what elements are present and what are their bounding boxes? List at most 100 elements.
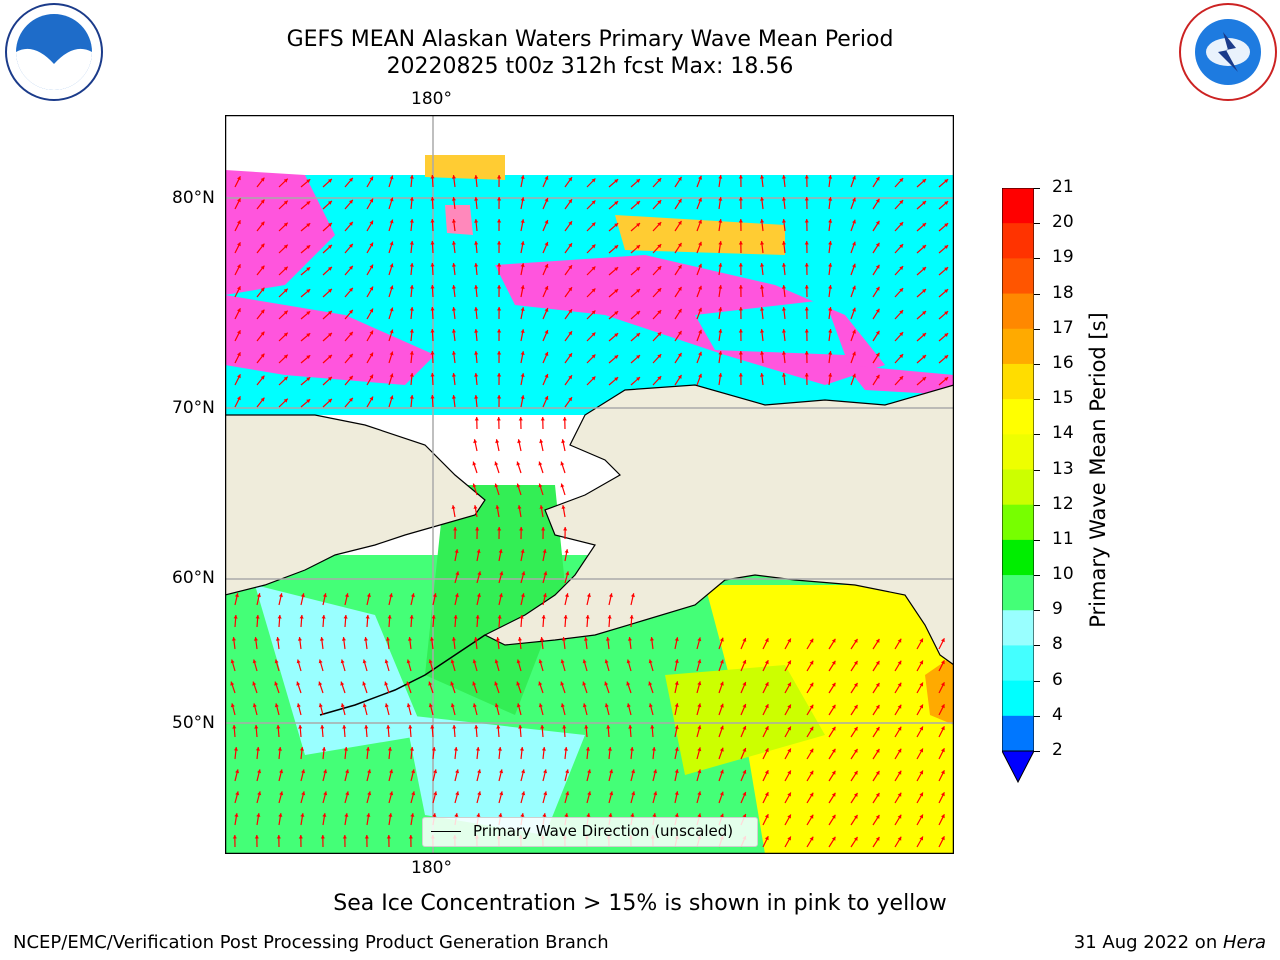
wave-arrow-head xyxy=(562,725,567,729)
wave-arrow-head xyxy=(653,791,658,796)
wave-arrow-head xyxy=(564,549,569,553)
wave-arrow-head xyxy=(897,704,902,709)
wave-arrow-head xyxy=(408,725,413,729)
wave-arrow-head xyxy=(853,682,858,687)
wave-arrow-head xyxy=(853,660,858,665)
wave-arrow-head xyxy=(781,351,786,355)
colorbar-tick-label: 16 xyxy=(1052,352,1074,373)
wave-arrow-head xyxy=(698,373,702,378)
wave-arrow-head xyxy=(560,461,565,466)
wave-arrow-head xyxy=(451,505,456,509)
wave-arrow-head xyxy=(494,461,499,466)
wave-arrow-head xyxy=(718,329,723,333)
wave-arrow-head xyxy=(828,285,833,289)
wave-arrow-head xyxy=(328,200,332,205)
wave-arrow-head xyxy=(520,395,525,399)
wave-arrow-head xyxy=(364,835,369,839)
wave-arrow-head xyxy=(760,175,765,179)
wave-arrow-head xyxy=(631,791,636,796)
land-russia xyxy=(225,414,486,596)
wave-arrow-head xyxy=(922,201,926,205)
wave-arrow-head xyxy=(497,285,502,289)
wave-arrow-head xyxy=(406,659,411,664)
wave-arrow-head xyxy=(697,681,702,686)
wave-arrow-head xyxy=(451,395,456,399)
wave-arrow-head xyxy=(344,813,349,817)
wave-arrow-head xyxy=(230,659,235,664)
wave-arrow-head xyxy=(804,351,809,355)
wave-arrow-head xyxy=(587,769,592,774)
wave-arrow-head xyxy=(563,527,568,531)
colorbar-tick-label: 4 xyxy=(1052,704,1063,725)
wave-arrow-head xyxy=(430,175,435,179)
wave-arrow-head xyxy=(582,703,587,708)
wave-arrow-head xyxy=(787,748,791,753)
wave-arrow-head xyxy=(742,660,747,664)
wave-arrow-head xyxy=(497,615,502,619)
wave-arrow-head xyxy=(349,397,353,402)
wave-arrow-head xyxy=(875,286,880,291)
wave-arrow-head xyxy=(474,219,479,223)
wave-arrow-head xyxy=(252,659,257,664)
wave-arrow-head xyxy=(306,311,311,315)
wave-arrow-head xyxy=(922,245,926,249)
wave-arrow-head xyxy=(919,726,923,731)
wave-arrow-head xyxy=(853,748,858,753)
wave-arrow-head xyxy=(499,769,504,774)
lat-label-60: 60°N xyxy=(172,568,215,588)
open-water-pocket xyxy=(695,300,845,355)
wave-arrow-head xyxy=(674,659,679,663)
wave-arrow-head xyxy=(809,836,814,841)
wave-arrow-head xyxy=(897,792,902,797)
wave-arrow-head xyxy=(516,681,521,686)
wave-arrow-head xyxy=(809,638,814,643)
wave-arrow-head xyxy=(719,681,724,686)
wave-arrow-head xyxy=(897,836,902,841)
wave-arrow-head xyxy=(494,703,499,708)
wave-arrow-head xyxy=(254,725,259,729)
wave-arrow-head xyxy=(804,197,809,201)
colorbar-tick-label: 21 xyxy=(1052,177,1074,197)
wave-arrow-head xyxy=(899,376,904,381)
wave-arrow-head xyxy=(636,267,640,271)
wave-arrow-head xyxy=(781,307,786,311)
wave-arrow-head xyxy=(944,245,949,249)
wave-arrow-head xyxy=(474,417,479,421)
wave-arrow-head xyxy=(584,725,589,729)
wave-arrow-head xyxy=(899,354,904,359)
wave-arrow-head xyxy=(521,571,526,576)
wave-arrow-head xyxy=(764,660,769,665)
colorbar-extend-triangle xyxy=(1001,750,1035,784)
colorbar-band xyxy=(1002,469,1034,506)
wave-arrow-head xyxy=(568,177,572,182)
wave-arrow-head xyxy=(677,198,682,203)
colorbar-tick-label: 2 xyxy=(1052,740,1063,760)
wave-arrow-head xyxy=(497,747,502,751)
wave-arrow-head xyxy=(738,241,743,245)
wave-arrow-head xyxy=(897,770,902,775)
wave-arrow-head xyxy=(349,309,353,314)
wave-arrow-head xyxy=(328,354,332,359)
colorbar-tick-mark xyxy=(1034,363,1040,365)
wave-arrow-head xyxy=(474,395,479,399)
wave-arrow-head xyxy=(323,769,328,774)
wave-arrow-head xyxy=(431,747,436,751)
wave-arrow-head xyxy=(944,377,949,381)
wave-arrow-head xyxy=(657,266,662,271)
wave-arrow-head xyxy=(677,176,682,181)
wave-arrow-head xyxy=(853,638,858,643)
wave-arrow-head xyxy=(738,373,743,377)
wave-arrow-head xyxy=(604,703,609,708)
wave-arrow-head xyxy=(697,637,702,642)
wave-arrow-head xyxy=(875,198,880,203)
wave-arrow-head xyxy=(389,197,394,202)
wave-arrow-head xyxy=(919,682,923,687)
colorbar-tick-label: 8 xyxy=(1052,634,1063,655)
wave-arrow-head xyxy=(897,638,902,643)
colorbar-tick-label: 13 xyxy=(1052,458,1074,479)
colorbar-band xyxy=(1002,539,1034,576)
wave-arrow-head xyxy=(540,725,545,729)
wave-arrow-head xyxy=(301,791,306,796)
wave-arrow-head xyxy=(718,241,723,245)
wave-arrow-head xyxy=(648,659,653,664)
